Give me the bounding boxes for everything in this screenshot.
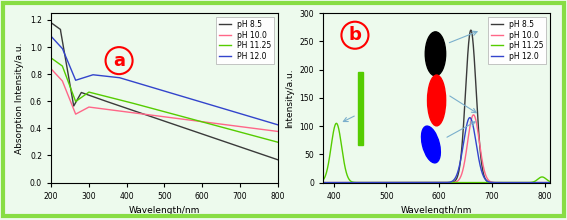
PH 12.0 (59, 48, 66, 50)
pH 8.5 (498, 181, 505, 184)
Line: PH 11.25: PH 11.25 (51, 58, 278, 142)
pH 10.0 (430, 181, 437, 184)
pH 10.0 (320, 181, 327, 184)
PH 11.25 (59, 65, 66, 68)
pH 12.0 (331, 181, 338, 184)
pH 10.0 (158, 115, 164, 118)
pH 8.5 (430, 181, 437, 184)
pH 12.0 (430, 181, 437, 184)
pH 8.5 (320, 181, 327, 184)
PH 12.0 (158, 89, 164, 92)
pH 10.0 (540, 181, 547, 184)
pH 10.0 (274, 130, 281, 133)
Legend: pH 8.5, pH 10.0, pH 11.25, pH 12.0: pH 8.5, pH 10.0, pH 11.25, pH 12.0 (488, 17, 546, 64)
pH 10.0 (152, 114, 159, 117)
pH 11.25 (498, 181, 505, 184)
PH 12.0 (48, 35, 54, 38)
Ellipse shape (425, 32, 446, 76)
PH 12.0 (268, 121, 274, 124)
pH 12.0 (424, 181, 431, 184)
pH 12.0 (547, 181, 553, 184)
PH 11.25 (274, 141, 281, 143)
X-axis label: Wavelength/nm: Wavelength/nm (401, 206, 472, 215)
Line: pH 8.5: pH 8.5 (51, 23, 278, 160)
Text: a: a (113, 52, 125, 70)
pH 10.0 (268, 129, 274, 132)
pH 10.0 (331, 181, 338, 184)
pH 10.0 (547, 181, 553, 184)
Y-axis label: Absorption Intensity/a.u.: Absorption Intensity/a.u. (15, 42, 24, 154)
pH 8.5 (59, 41, 66, 44)
pH 12.0 (540, 181, 547, 184)
pH 8.5 (268, 156, 274, 159)
pH 8.5 (48, 21, 54, 24)
pH 11.25 (547, 180, 553, 183)
Legend: pH 8.5, pH 10.0, PH 11.25, PH 12.0: pH 8.5, pH 10.0, PH 11.25, PH 12.0 (216, 17, 274, 64)
PH 12.0 (268, 121, 274, 124)
pH 12.0 (320, 181, 327, 184)
pH 8.5 (152, 117, 159, 119)
Line: pH 12.0: pH 12.0 (323, 118, 550, 183)
PH 11.25 (158, 110, 164, 112)
pH 12.0 (540, 181, 547, 184)
PH 11.25 (268, 139, 274, 142)
pH 10.0 (226, 124, 233, 126)
pH 8.5 (274, 158, 281, 161)
PH 11.25 (152, 108, 159, 111)
pH 8.5 (468, 29, 475, 31)
PH 12.0 (226, 109, 233, 112)
pH 11.25 (320, 179, 327, 181)
pH 11.25 (540, 176, 547, 179)
pH 11.25 (424, 181, 431, 184)
Line: PH 12.0: PH 12.0 (51, 36, 278, 125)
PH 12.0 (152, 87, 159, 90)
pH 11.25 (430, 181, 437, 184)
pH 8.5 (540, 181, 547, 184)
PH 11.25 (226, 128, 233, 130)
Text: b: b (349, 26, 361, 44)
Line: pH 11.25: pH 11.25 (323, 123, 550, 183)
pH 11.25 (333, 122, 340, 125)
Line: pH 10.0: pH 10.0 (323, 115, 550, 183)
pH 10.0 (498, 181, 505, 184)
pH 10.0 (540, 181, 547, 184)
Ellipse shape (421, 126, 441, 163)
pH 10.0 (59, 80, 66, 83)
Ellipse shape (428, 75, 446, 126)
pH 8.5 (547, 181, 553, 184)
pH 12.0 (498, 181, 505, 184)
pH 8.5 (226, 142, 233, 145)
pH 8.5 (331, 181, 338, 184)
pH 10.0 (424, 181, 431, 184)
pH 11.25 (447, 181, 454, 184)
pH 8.5 (158, 119, 164, 121)
PH 11.25 (268, 139, 274, 142)
X-axis label: Wavelength/nm: Wavelength/nm (129, 206, 200, 215)
pH 12.0 (467, 116, 473, 119)
PH 12.0 (274, 123, 281, 126)
pH 10.0 (470, 114, 477, 116)
pH 8.5 (268, 156, 274, 159)
Line: pH 10.0: pH 10.0 (51, 69, 278, 131)
Y-axis label: Intensity/a.u.: Intensity/a.u. (285, 68, 294, 128)
pH 8.5 (540, 181, 547, 184)
pH 8.5 (424, 181, 431, 184)
pH 10.0 (48, 68, 54, 70)
Bar (358, 72, 363, 145)
PH 11.25 (48, 57, 54, 59)
pH 10.0 (268, 129, 274, 132)
pH 11.25 (331, 125, 338, 127)
Line: pH 8.5: pH 8.5 (323, 30, 550, 183)
pH 11.25 (540, 176, 547, 179)
